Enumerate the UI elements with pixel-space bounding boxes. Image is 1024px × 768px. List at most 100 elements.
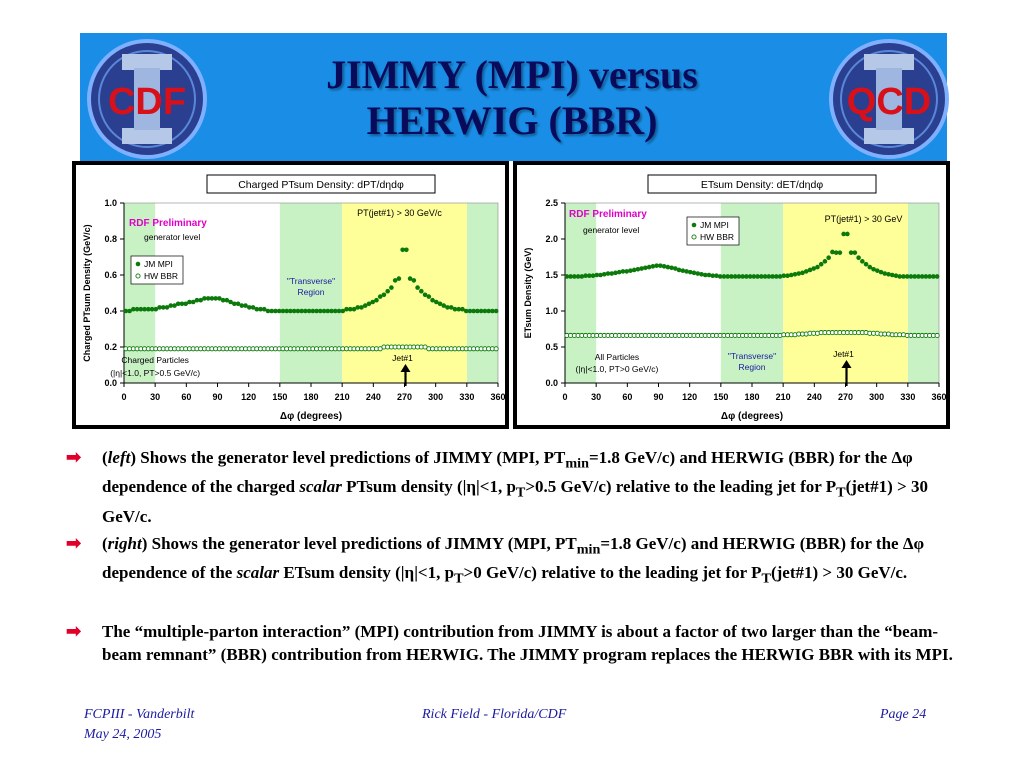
jm-mpi-point <box>594 272 600 278</box>
chart-title: ETsum Density: dET/dηdφ <box>701 179 824 191</box>
transverse-label-line1: "Transverse" <box>728 351 776 361</box>
jm-mpi-point <box>280 308 286 314</box>
jm-mpi-point <box>908 274 914 279</box>
x-axis-label: Δφ (degrees) <box>280 411 342 422</box>
jm-mpi-point <box>437 301 443 307</box>
x-tick-label: 150 <box>713 392 728 402</box>
qcd-logo: QCD <box>829 39 949 159</box>
jm-mpi-point <box>725 274 730 279</box>
jm-mpi-point <box>400 247 405 253</box>
jm-mpi-point <box>751 274 757 279</box>
jm-mpi-point <box>381 292 387 298</box>
toward-region-band <box>342 203 467 383</box>
jm-mpi-point <box>575 274 581 279</box>
jm-mpi-point <box>572 274 577 279</box>
jm-mpi-point <box>631 267 637 273</box>
jm-mpi-point <box>258 306 263 312</box>
jm-mpi-point <box>396 276 402 281</box>
toward-away-band <box>565 203 597 383</box>
jm-mpi-point <box>740 274 745 279</box>
jm-mpi-point <box>190 299 196 305</box>
y-tick-label: 0.0 <box>545 378 558 388</box>
jm-mpi-point <box>303 308 308 314</box>
jm-mpi-point <box>601 271 607 277</box>
jm-mpi-point <box>209 296 215 301</box>
footer-author: Rick Field - Florida/CDF <box>422 707 567 722</box>
jet-arrow-head <box>400 364 411 372</box>
jm-mpi-point <box>579 274 585 279</box>
jm-mpi-point <box>568 274 573 279</box>
jm-mpi-point <box>897 274 903 279</box>
jm-mpi-point <box>695 271 701 276</box>
jm-mpi-point <box>422 292 428 298</box>
jm-mpi-point <box>493 308 499 314</box>
jm-mpi-point <box>616 269 622 275</box>
x-tick-label: 300 <box>869 392 884 402</box>
jm-mpi-point <box>837 250 843 255</box>
jm-mpi-point <box>822 259 828 264</box>
jm-mpi-point <box>183 301 189 307</box>
jm-mpi-point <box>232 301 237 307</box>
jm-mpi-point <box>699 271 704 277</box>
x-tick-label: 90 <box>212 392 222 402</box>
y-axis-label: ETsum Density (GeV) <box>523 248 533 339</box>
transverse-label-line2: Region <box>298 287 325 297</box>
toward-away-band <box>279 203 343 383</box>
jm-mpi-point <box>762 274 768 279</box>
jm-mpi-point <box>788 272 794 278</box>
jm-mpi-point <box>370 299 376 305</box>
jm-mpi-point <box>691 270 697 276</box>
jm-mpi-point <box>471 308 476 314</box>
jm-mpi-point <box>276 308 282 314</box>
jm-mpi-point <box>273 308 278 314</box>
y-tick-label: 0.2 <box>104 342 117 352</box>
jm-mpi-point <box>198 297 203 303</box>
toward-away-band <box>907 203 939 383</box>
jet-cut-label: PT(jet#1) > 30 GeV/c <box>357 208 442 218</box>
jm-mpi-point <box>598 272 603 278</box>
jm-mpi-point <box>288 308 293 314</box>
y-tick-label: 0.6 <box>104 270 117 280</box>
jm-mpi-point <box>912 274 917 279</box>
jm-mpi-point <box>830 249 835 255</box>
arrow-bullet-icon: ➡ <box>66 533 82 553</box>
jm-mpi-point <box>220 297 226 303</box>
jm-mpi-point <box>680 268 686 273</box>
legend-hw-label: HW BBR <box>700 232 734 242</box>
jm-mpi-point <box>250 305 256 310</box>
jm-mpi-point <box>874 268 880 273</box>
jm-mpi-point <box>803 269 809 274</box>
jm-mpi-point <box>800 270 805 276</box>
jm-mpi-point <box>841 231 846 237</box>
jm-mpi-point <box>306 308 312 314</box>
jm-mpi-point <box>325 308 331 314</box>
y-tick-label: 1.0 <box>545 306 558 316</box>
jm-mpi-point <box>213 296 218 301</box>
jm-mpi-point <box>205 296 211 301</box>
jm-mpi-point <box>415 285 420 290</box>
y-tick-label: 0.0 <box>104 378 117 388</box>
jm-mpi-point <box>676 267 682 273</box>
charged-ptsum-chart: 0 30 60 90 120 150 180 210 240 270 300 330 360 0.0 0.2… <box>82 174 505 422</box>
jm-mpi-point <box>807 267 813 273</box>
jm-mpi-point <box>845 231 850 237</box>
jm-mpi-point <box>710 273 716 279</box>
svg-text:QCD: QCD <box>847 81 931 123</box>
jm-mpi-point <box>863 261 869 267</box>
jm-mpi-point <box>747 274 753 279</box>
jm-mpi-point <box>587 273 592 279</box>
jm-mpi-point <box>284 308 289 314</box>
jm-mpi-point <box>792 271 798 277</box>
jm-mpi-point <box>295 308 301 314</box>
jm-mpi-point <box>269 308 275 314</box>
jet1-label: Jet#1 <box>392 353 413 363</box>
jm-mpi-point <box>620 269 626 274</box>
legend-jm-marker <box>135 261 141 267</box>
x-tick-label: 300 <box>428 392 443 402</box>
jm-mpi-point <box>202 296 207 301</box>
jm-mpi-point <box>860 259 865 264</box>
right-chart-panel: 0 30 60 90 120 150 180 210 240 270 300 330 360 0.0 0.5… <box>513 161 950 429</box>
jm-mpi-point <box>755 274 760 279</box>
x-tick-label: 180 <box>744 392 759 402</box>
svg-text:CDF: CDF <box>108 81 186 123</box>
